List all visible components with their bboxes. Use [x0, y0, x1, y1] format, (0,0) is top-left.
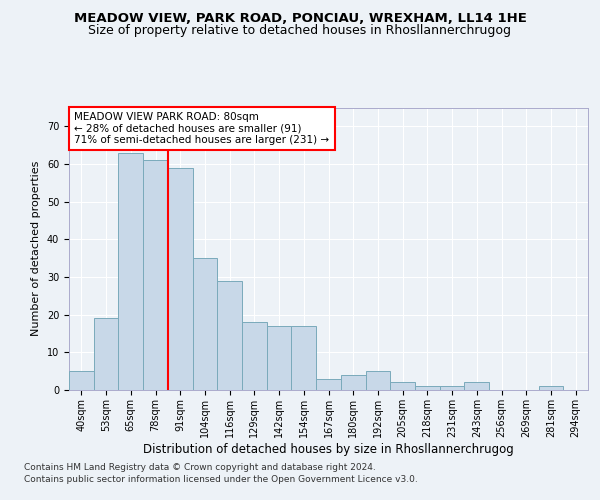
Bar — [242, 322, 267, 390]
Bar — [390, 382, 415, 390]
Text: Contains public sector information licensed under the Open Government Licence v3: Contains public sector information licen… — [24, 475, 418, 484]
Bar — [193, 258, 217, 390]
Bar — [118, 152, 143, 390]
Bar — [267, 326, 292, 390]
X-axis label: Distribution of detached houses by size in Rhosllannerchrugog: Distribution of detached houses by size … — [143, 442, 514, 456]
Bar — [69, 371, 94, 390]
Bar — [415, 386, 440, 390]
Bar — [365, 371, 390, 390]
Bar — [94, 318, 118, 390]
Text: Size of property relative to detached houses in Rhosllannerchrugog: Size of property relative to detached ho… — [89, 24, 511, 37]
Bar — [143, 160, 168, 390]
Bar — [168, 168, 193, 390]
Y-axis label: Number of detached properties: Number of detached properties — [31, 161, 41, 336]
Text: MEADOW VIEW, PARK ROAD, PONCIAU, WREXHAM, LL14 1HE: MEADOW VIEW, PARK ROAD, PONCIAU, WREXHAM… — [74, 12, 526, 26]
Bar — [341, 375, 365, 390]
Text: Contains HM Land Registry data © Crown copyright and database right 2024.: Contains HM Land Registry data © Crown c… — [24, 464, 376, 472]
Text: MEADOW VIEW PARK ROAD: 80sqm
← 28% of detached houses are smaller (91)
71% of se: MEADOW VIEW PARK ROAD: 80sqm ← 28% of de… — [74, 112, 329, 145]
Bar — [539, 386, 563, 390]
Bar — [464, 382, 489, 390]
Bar — [440, 386, 464, 390]
Bar — [217, 281, 242, 390]
Bar — [292, 326, 316, 390]
Bar — [316, 378, 341, 390]
